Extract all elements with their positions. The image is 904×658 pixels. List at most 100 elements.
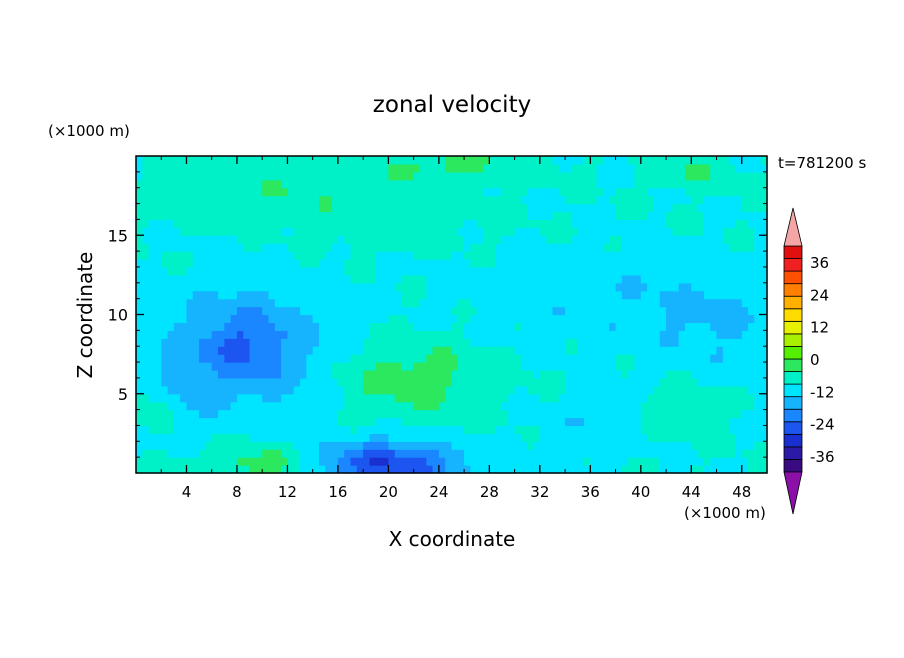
heatmap-cell (211, 346, 219, 355)
heatmap-cell (457, 290, 465, 300)
heatmap-cell (710, 425, 718, 434)
heatmap-cell (318, 163, 326, 173)
heatmap-cell (438, 187, 446, 197)
heatmap-cell (445, 354, 453, 363)
heatmap-cell (678, 235, 686, 244)
heatmap-cell (653, 235, 661, 244)
heatmap-cell (413, 195, 421, 205)
heatmap-cell (401, 322, 408, 331)
heatmap-cell (678, 179, 686, 189)
heatmap-cell (470, 251, 478, 260)
heatmap-cell (552, 282, 560, 292)
heatmap-cell (363, 457, 371, 466)
heatmap-cell (426, 433, 434, 442)
heatmap-cell (350, 187, 358, 197)
heatmap-cell (672, 449, 680, 458)
heatmap-cell (249, 179, 257, 189)
heatmap-cell (659, 441, 667, 450)
heatmap-cell (501, 171, 509, 181)
heatmap-cell (173, 457, 181, 466)
heatmap-cell (571, 425, 579, 434)
heatmap-cell (268, 457, 276, 466)
heatmap-cell (293, 377, 301, 387)
heatmap-cell (577, 251, 585, 260)
heatmap-cell (281, 369, 289, 379)
heatmap-cell (287, 298, 295, 308)
heatmap-cell (691, 171, 699, 181)
heatmap-cell (230, 465, 238, 474)
heatmap-cell (274, 385, 282, 395)
heatmap-cell (236, 211, 244, 220)
heatmap-cell (697, 385, 705, 395)
heatmap-cell (483, 290, 490, 300)
heatmap-cell (754, 385, 762, 395)
heatmap-cell (577, 330, 585, 339)
heatmap-cell (464, 251, 472, 260)
heatmap-cell (445, 259, 453, 268)
heatmap-cell (369, 227, 377, 236)
heatmap-cell (590, 298, 598, 308)
heatmap-cell (142, 314, 150, 324)
heatmap-cell (388, 227, 396, 236)
heatmap-cell (634, 330, 642, 339)
heatmap-cell (363, 251, 371, 260)
heatmap-cell (375, 282, 383, 292)
heatmap-cell (413, 156, 421, 165)
heatmap-cell (136, 227, 143, 236)
heatmap-cell (684, 306, 692, 316)
heatmap-cell (520, 219, 528, 228)
heatmap-cell (388, 346, 396, 355)
heatmap-cell (621, 219, 629, 228)
heatmap-cell (464, 179, 472, 189)
heatmap-cell (470, 425, 478, 434)
heatmap-cell (205, 425, 213, 434)
heatmap-cell (501, 203, 509, 213)
heatmap-cell (451, 417, 459, 427)
heatmap-cell (640, 417, 648, 427)
heatmap-cell (186, 314, 194, 324)
heatmap-cell (161, 441, 169, 450)
heatmap-cell (148, 171, 156, 181)
heatmap-cell (590, 259, 598, 268)
heatmap-cell (344, 433, 352, 442)
heatmap-cell (628, 377, 636, 387)
heatmap-cell (634, 433, 642, 442)
heatmap-cell (748, 156, 755, 165)
heatmap-cell (647, 330, 655, 339)
heatmap-cell (356, 203, 364, 213)
heatmap-cell (653, 156, 661, 165)
heatmap-cell (590, 441, 598, 450)
heatmap-cell (735, 179, 743, 189)
heatmap-cell (748, 346, 755, 355)
heatmap-cell (640, 298, 648, 308)
heatmap-cell (716, 171, 724, 181)
heatmap-cell (457, 156, 465, 165)
heatmap-cell (337, 251, 345, 260)
heatmap-cell (451, 219, 459, 228)
heatmap-cell (293, 290, 301, 300)
heatmap-cell (722, 259, 730, 268)
heatmap-cell (154, 393, 162, 403)
heatmap-cell (659, 298, 667, 308)
heatmap-cell (470, 187, 478, 197)
heatmap-cell (255, 417, 263, 427)
heatmap-cell (224, 227, 232, 236)
heatmap-cell (495, 266, 503, 276)
heatmap-cell (520, 290, 528, 300)
heatmap-cell (394, 266, 402, 276)
heatmap-cell (666, 266, 673, 276)
heatmap-cell (255, 409, 263, 419)
heatmap-cell (697, 290, 705, 300)
heatmap-cell (565, 266, 572, 276)
heatmap-cell (628, 203, 636, 213)
heatmap-cell (293, 425, 301, 434)
heatmap-cell (186, 259, 194, 268)
heatmap-cell (312, 369, 320, 379)
heatmap-cell (716, 274, 724, 284)
heatmap-cell (375, 314, 383, 324)
heatmap-cell (602, 266, 610, 276)
heatmap-cell (445, 346, 453, 355)
heatmap-cell (628, 354, 636, 363)
heatmap-cell (672, 441, 680, 450)
heatmap-cell (546, 290, 554, 300)
